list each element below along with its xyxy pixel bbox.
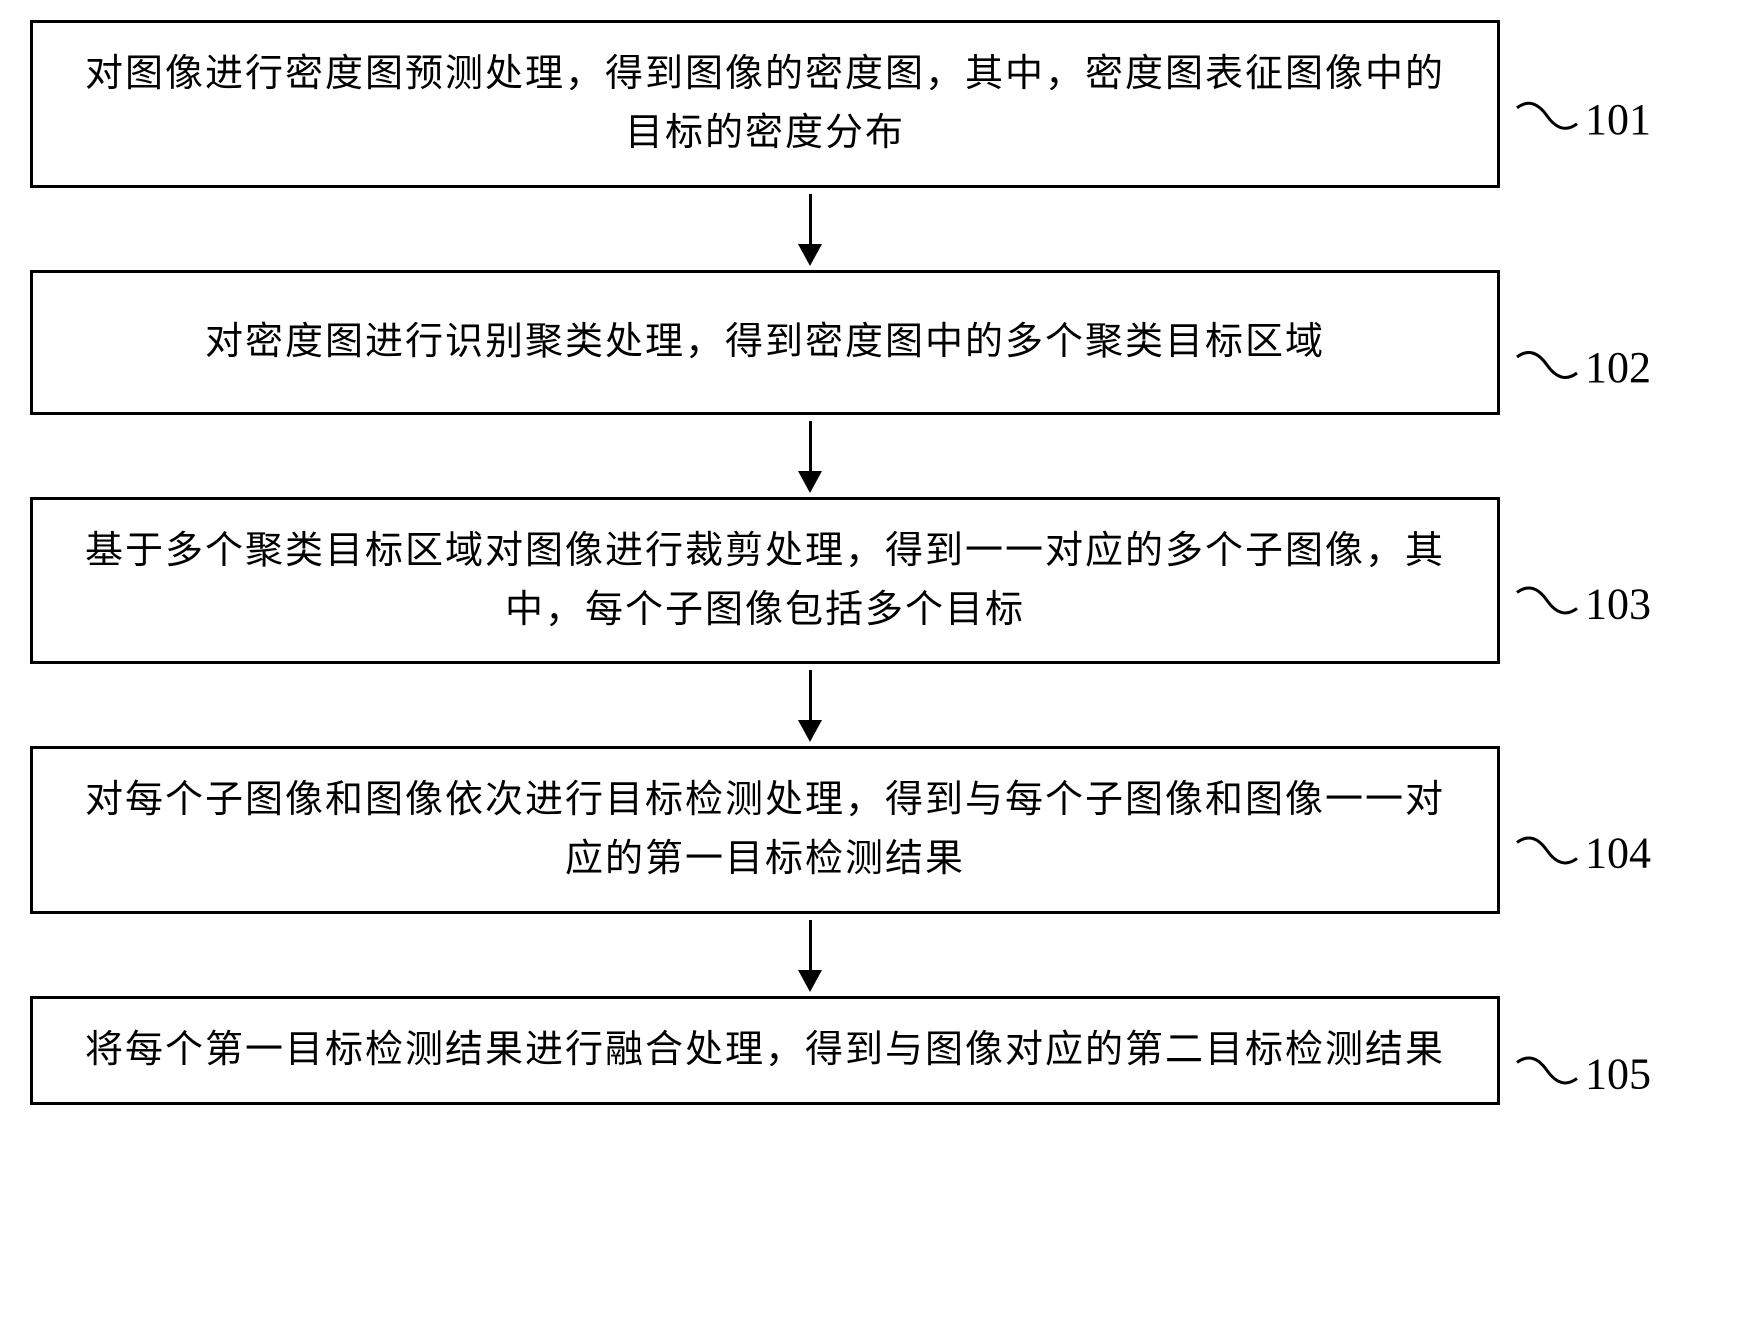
- step-row-102: 对密度图进行识别聚类处理，得到密度图中的多个聚类目标区域 102: [30, 270, 1590, 415]
- arrow-head-icon: [798, 244, 822, 266]
- step-id-label: 103: [1585, 578, 1651, 629]
- step-id-label: 104: [1585, 828, 1651, 879]
- step-label-wrap-101: 101: [1515, 94, 1651, 145]
- step-text: 对密度图进行识别聚类处理，得到密度图中的多个聚类目标区域: [205, 313, 1325, 372]
- step-id-label: 101: [1585, 94, 1651, 145]
- arrow-head-icon: [798, 720, 822, 742]
- step-row-103: 基于多个聚类目标区域对图像进行裁剪处理，得到一一对应的多个子图像，其中，每个子图…: [30, 497, 1590, 665]
- step-id-label: 105: [1585, 1048, 1651, 1099]
- step-box-102: 对密度图进行识别聚类处理，得到密度图中的多个聚类目标区域: [30, 270, 1500, 415]
- step-box-103: 基于多个聚类目标区域对图像进行裁剪处理，得到一一对应的多个子图像，其中，每个子图…: [30, 497, 1500, 665]
- step-row-105: 将每个第一目标检测结果进行融合处理，得到与图像对应的第二目标检测结果 105: [30, 996, 1590, 1105]
- connector-curve-icon: [1515, 94, 1580, 144]
- arrow-102-103: [809, 421, 812, 491]
- step-box-104: 对每个子图像和图像依次进行目标检测处理，得到与每个子图像和图像一一对应的第一目标…: [30, 746, 1500, 914]
- step-text: 将每个第一目标检测结果进行融合处理，得到与图像对应的第二目标检测结果: [85, 1021, 1445, 1080]
- step-text: 对图像进行密度图预测处理，得到图像的密度图，其中，密度图表征图像中的目标的密度分…: [73, 45, 1457, 163]
- connector-curve-icon: [1515, 343, 1580, 393]
- step-label-wrap-102: 102: [1515, 342, 1651, 393]
- arrow-head-icon: [798, 471, 822, 493]
- step-box-101: 对图像进行密度图预测处理，得到图像的密度图，其中，密度图表征图像中的目标的密度分…: [30, 20, 1500, 188]
- step-row-101: 对图像进行密度图预测处理，得到图像的密度图，其中，密度图表征图像中的目标的密度分…: [30, 20, 1590, 188]
- step-row-104: 对每个子图像和图像依次进行目标检测处理，得到与每个子图像和图像一一对应的第一目标…: [30, 746, 1590, 914]
- arrow-head-icon: [798, 970, 822, 992]
- connector-curve-icon: [1515, 1049, 1580, 1099]
- arrow-103-104: [809, 670, 812, 740]
- connector-curve-icon: [1515, 579, 1580, 629]
- flowchart-container: 对图像进行密度图预测处理，得到图像的密度图，其中，密度图表征图像中的目标的密度分…: [30, 20, 1590, 1105]
- arrow-101-102: [809, 194, 812, 264]
- step-label-wrap-105: 105: [1515, 1048, 1651, 1099]
- step-label-wrap-103: 103: [1515, 578, 1651, 629]
- step-id-label: 102: [1585, 342, 1651, 393]
- step-label-wrap-104: 104: [1515, 828, 1651, 879]
- step-text: 基于多个聚类目标区域对图像进行裁剪处理，得到一一对应的多个子图像，其中，每个子图…: [73, 522, 1457, 640]
- connector-curve-icon: [1515, 828, 1580, 878]
- step-box-105: 将每个第一目标检测结果进行融合处理，得到与图像对应的第二目标检测结果: [30, 996, 1500, 1105]
- arrow-104-105: [809, 920, 812, 990]
- step-text: 对每个子图像和图像依次进行目标检测处理，得到与每个子图像和图像一一对应的第一目标…: [73, 771, 1457, 889]
